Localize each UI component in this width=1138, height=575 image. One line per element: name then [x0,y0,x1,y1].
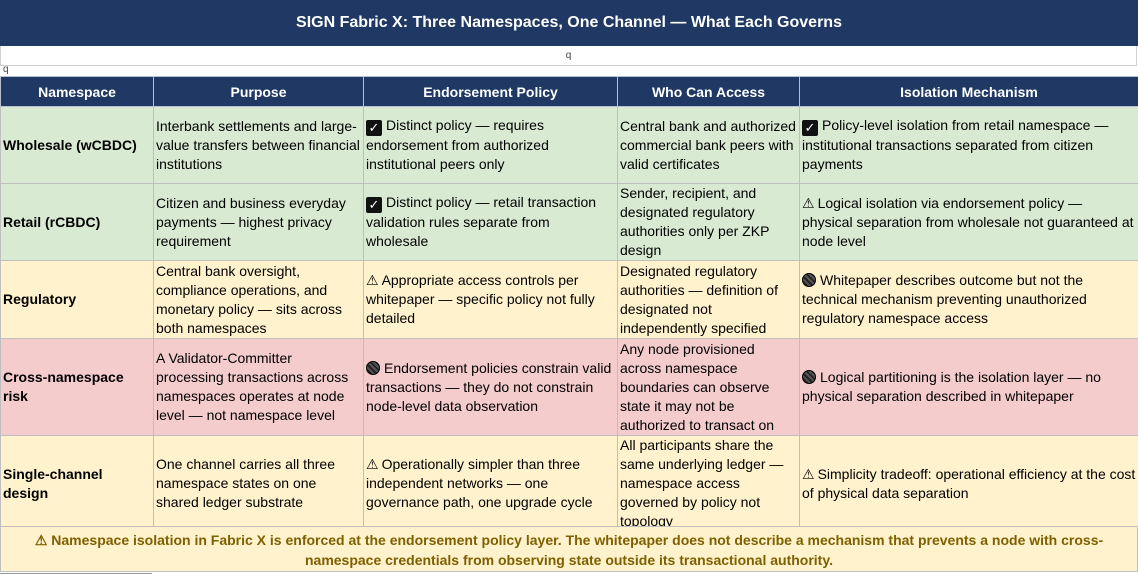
isolation-cell: ✓ Policy-level isolation from retail name… [799,106,1138,184]
endorsement-cell: ⚠ Operationally simpler than three indepe… [363,435,618,532]
header-namespace: Namespace [0,76,154,107]
cell-marker: q [3,64,9,75]
namespace-cell: Cross-namespace risk [0,338,154,436]
divider [0,573,152,574]
isolation-cell: ⚠ Simplicity tradeoff: operational effici… [799,435,1138,532]
namespace-cell: Single-channel design [0,435,154,532]
table-row: Retail (rCBDC) Citizen and business ever… [0,183,1138,261]
warning-icon: ⚠ [802,465,815,482]
table-row: Regulatory Central bank oversight, compl… [0,260,1138,339]
isolation-cell: Whitepaper describes outcome but not the… [799,260,1138,339]
isolation-text: Logical isolation via endorsement policy… [802,194,1134,249]
purpose-cell: A Validator-Committer processing transac… [153,338,364,436]
isolation-text: Policy-level isolation from retail names… [802,117,1109,172]
access-cell: Any node provisioned across namespace bo… [617,338,800,436]
check-icon: ✓ [366,197,382,213]
header-purpose: Purpose [153,76,364,107]
spreadsheet-row: q [0,46,1137,66]
access-cell: Central bank and authorized commercial b… [617,106,800,184]
circle-icon [366,360,380,375]
warning-icon: ⚠ [802,194,815,211]
circle-icon [802,370,816,384]
endorsement-text: Distinct policy — requires endorsement f… [366,117,549,172]
header-isolation-mechanism: Isolation Mechanism [799,76,1138,107]
isolation-cell: Logical partitioning is the isolation la… [799,338,1138,436]
check-icon: ✓ [802,120,818,136]
table-row: Single-channel design One channel carrie… [0,435,1138,532]
warning-icon: ⚠ [366,272,379,288]
endorsement-text: Distinct policy — retail transaction val… [366,194,597,249]
purpose-cell: Interbank settlements and large-value tr… [153,106,364,184]
header-who-can-access: Who Can Access [617,76,800,107]
table-row: Cross-namespace risk A Validator-Committ… [0,338,1138,436]
circle-icon [802,273,816,287]
endorsement-cell: ⚠ Appropriate access controls per whitepa… [363,260,618,339]
endorsement-cell: ✓ Distinct policy — requires endorsement … [363,106,618,184]
access-cell: Sender, recipient, and designated regula… [617,183,800,261]
purpose-cell: Central bank oversight, compliance opera… [153,260,364,339]
warning-icon: ⚠ [366,456,379,472]
endorsement-text: Endorsement policies constrain valid tra… [366,359,612,414]
namespace-cell: Retail (rCBDC) [0,183,154,261]
endorsement-text: Operationally simpler than three indepen… [366,456,593,510]
table-row: Wholesale (wCBDC) Interbank settlements … [0,106,1138,184]
page-title: SIGN Fabric X: Three Namespaces, One Cha… [0,0,1138,46]
namespace-cell: Regulatory [0,260,154,339]
isolation-text: Simplicity tradeoff: operational efficie… [802,465,1136,501]
endorsement-text: Appropriate access controls per whitepap… [366,272,595,326]
header-endorsement-policy: Endorsement Policy [363,76,618,107]
footer-note: ⚠ Namespace isolation in Fabric X is enf… [0,526,1138,572]
namespace-cell: Wholesale (wCBDC) [0,106,154,184]
isolation-cell: ⚠ Logical isolation via endorsement polic… [799,183,1138,261]
access-cell: Designated regulatory authorities — defi… [617,260,800,339]
purpose-cell: One channel carries all three namespace … [153,435,364,532]
namespace-table: Namespace Purpose Endorsement Policy Who… [0,76,1138,532]
endorsement-cell: Endorsement policies constrain valid tra… [363,338,618,436]
isolation-text: Whitepaper describes outcome but not the… [802,272,1087,326]
access-cell: All participants share the same underlyi… [617,435,800,532]
check-icon: ✓ [366,120,382,136]
endorsement-cell: ✓ Distinct policy — retail transaction va… [363,183,618,261]
header-row: Namespace Purpose Endorsement Policy Who… [0,76,1138,107]
isolation-text: Logical partitioning is the isolation la… [802,369,1101,404]
purpose-cell: Citizen and business everyday payments —… [153,183,364,261]
